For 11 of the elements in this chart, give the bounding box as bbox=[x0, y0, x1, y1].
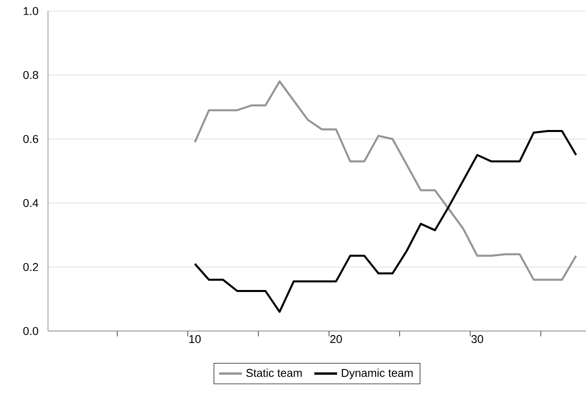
y-tick-label: 0.0 bbox=[23, 327, 38, 336]
legend-label: Static team bbox=[246, 368, 302, 377]
y-tick-label: 0.2 bbox=[23, 263, 38, 272]
x-tick-label: 30 bbox=[471, 335, 484, 344]
legend-label: Dynamic team bbox=[342, 368, 413, 380]
y-tick-label: 0.4 bbox=[23, 199, 38, 208]
y-tick-label: 1.0 bbox=[24, 7, 38, 16]
y-tick-label: 0.6 bbox=[23, 135, 38, 144]
x-tick-label: 20 bbox=[330, 335, 342, 344]
y-tick-label: 0.8 bbox=[23, 71, 38, 80]
x-tick-label: 10 bbox=[189, 335, 201, 344]
